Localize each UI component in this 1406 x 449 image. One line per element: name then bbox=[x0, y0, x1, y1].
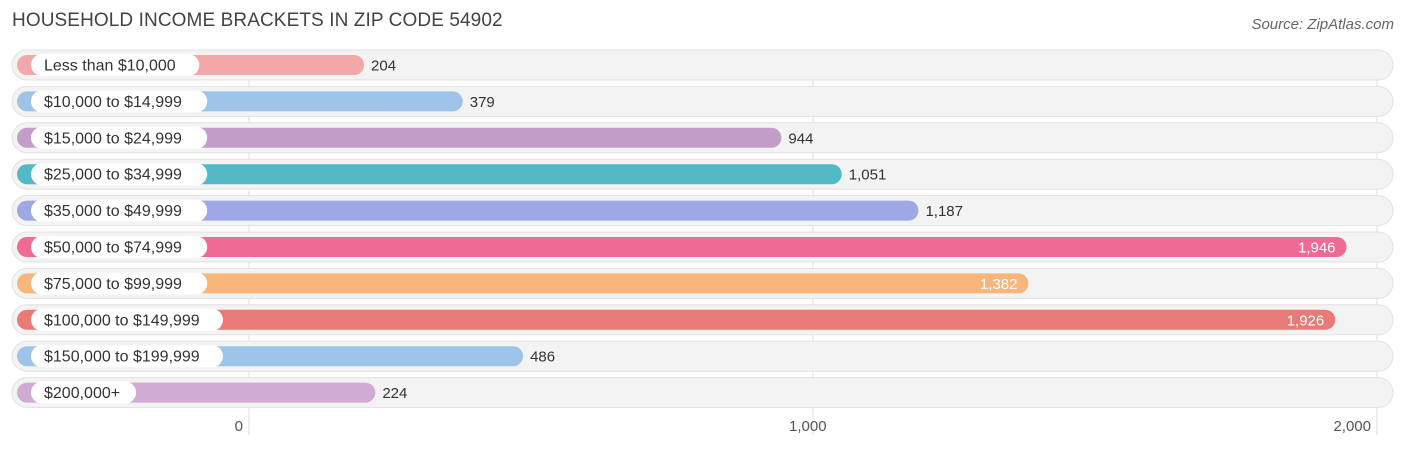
category-label-6: $75,000 to $99,999 bbox=[44, 276, 182, 293]
value-label-1: 379 bbox=[470, 94, 495, 111]
bar-7 bbox=[17, 309, 1336, 330]
bar-2 bbox=[17, 127, 782, 148]
category-pill-3 bbox=[31, 163, 208, 186]
value-label-7: 1,926 bbox=[1287, 312, 1325, 329]
value-label-6: 1,382 bbox=[980, 276, 1018, 293]
category-pill-5 bbox=[31, 236, 208, 258]
chart-source: Source: ZipAtlas.com bbox=[1251, 16, 1394, 33]
bar-6 bbox=[17, 273, 1029, 294]
value-label-9: 224 bbox=[382, 385, 407, 402]
value-label-4: 1,187 bbox=[925, 203, 963, 220]
bar-4 bbox=[17, 200, 919, 221]
value-label-3: 1,051 bbox=[849, 167, 887, 184]
category-pill-9 bbox=[31, 381, 137, 404]
category-label-4: $35,000 to $49,999 bbox=[44, 203, 182, 220]
category-label-9: $200,000+ bbox=[44, 385, 120, 402]
category-pill-6 bbox=[31, 272, 208, 295]
x-tick-label-0: 0 bbox=[235, 418, 243, 435]
category-label-8: $150,000 to $199,999 bbox=[44, 349, 200, 366]
value-label-0: 204 bbox=[371, 58, 396, 75]
x-tick-label-1: 1,000 bbox=[789, 418, 827, 435]
category-label-1: $10,000 to $14,999 bbox=[44, 94, 182, 111]
x-tick-label-2: 2,000 bbox=[1333, 418, 1371, 435]
bar-5 bbox=[17, 237, 1347, 257]
bar-3 bbox=[17, 164, 842, 185]
category-label-0: Less than $10,000 bbox=[44, 58, 176, 75]
category-pill-2 bbox=[31, 126, 208, 149]
chart-title: HOUSEHOLD INCOME BRACKETS IN ZIP CODE 54… bbox=[12, 10, 503, 31]
category-label-2: $15,000 to $24,999 bbox=[44, 130, 182, 147]
category-pill-1 bbox=[31, 90, 208, 113]
value-label-8: 486 bbox=[530, 349, 555, 366]
category-label-5: $50,000 to $74,999 bbox=[44, 240, 182, 257]
category-pill-7 bbox=[31, 308, 223, 331]
value-label-2: 944 bbox=[788, 130, 813, 147]
category-pill-4 bbox=[31, 199, 208, 222]
category-pill-8 bbox=[31, 345, 223, 368]
category-label-3: $25,000 to $34,999 bbox=[44, 167, 182, 184]
category-label-7: $100,000 to $149,999 bbox=[44, 312, 200, 329]
category-pill-0 bbox=[31, 54, 200, 76]
value-label-5: 1,946 bbox=[1298, 240, 1336, 257]
